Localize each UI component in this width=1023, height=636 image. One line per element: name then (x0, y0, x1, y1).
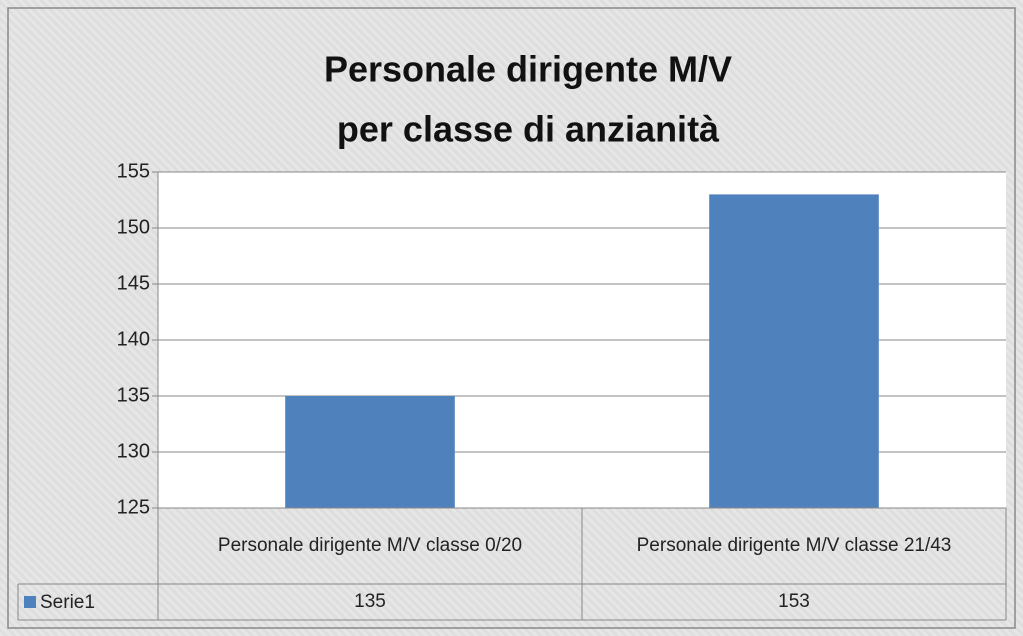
chart-border (7, 7, 1016, 629)
y-tick-label: 155 (117, 160, 150, 182)
table-value: 153 (778, 591, 810, 612)
y-tick-label: 145 (117, 272, 150, 294)
legend-swatch (24, 596, 36, 608)
x-category-label: Personale dirigente M/V classe 21/43 (636, 535, 952, 556)
y-tick-label: 125 (117, 496, 150, 518)
legend-label: Serie1 (40, 592, 95, 613)
y-tick-label: 140 (117, 328, 150, 350)
bar (709, 194, 879, 508)
y-tick-label: 150 (117, 216, 150, 238)
chart-title: Personale dirigente M/V (324, 49, 732, 90)
bar (285, 396, 455, 508)
chart-title: per classe di anzianità (337, 109, 720, 150)
y-tick-label: 135 (117, 384, 150, 406)
table-value: 135 (354, 591, 386, 612)
x-category-label: Personale dirigente M/V classe 0/20 (217, 535, 523, 556)
y-tick-label: 130 (117, 440, 150, 462)
